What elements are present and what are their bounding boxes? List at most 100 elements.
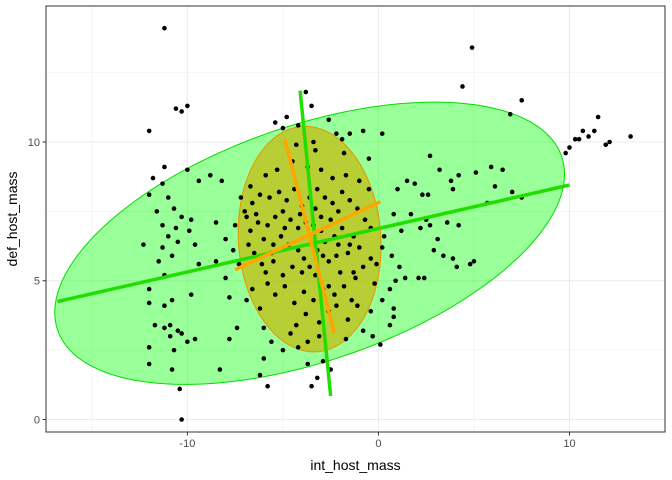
data-point: [326, 284, 332, 289]
data-point: [175, 239, 181, 245]
data-point: [322, 195, 328, 200]
data-point: [395, 186, 400, 192]
data-point: [343, 172, 349, 178]
data-point: [244, 297, 249, 303]
data-point: [431, 247, 437, 253]
data-point: [160, 222, 165, 228]
data-point: [402, 275, 408, 281]
data-point: [507, 111, 513, 117]
data-point: [305, 361, 311, 367]
data-point: [141, 242, 146, 247]
data-point: [345, 317, 351, 322]
data-point: [238, 195, 244, 200]
data-point: [303, 311, 309, 317]
y-tick-label: 10: [28, 137, 40, 149]
data-point: [280, 347, 286, 353]
data-point: [185, 103, 190, 109]
data-point: [595, 114, 601, 120]
data-point: [160, 181, 165, 186]
data-point: [339, 136, 345, 142]
data-point: [450, 256, 456, 261]
data-point: [347, 197, 353, 203]
data-point: [473, 170, 479, 175]
data-point: [628, 134, 633, 139]
data-point: [360, 264, 366, 270]
data-point: [374, 261, 379, 267]
data-point: [261, 236, 267, 242]
data-point: [397, 264, 402, 270]
panel-border: [45, 5, 666, 433]
data-point: [257, 306, 263, 311]
data-point: [366, 156, 372, 161]
data-point: [280, 272, 286, 278]
data-point: [188, 292, 194, 297]
data-point: [265, 383, 270, 389]
data-point: [246, 242, 251, 247]
data-point: [167, 322, 173, 328]
data-point: [234, 325, 240, 331]
data-point: [378, 342, 383, 347]
data-point: [492, 184, 498, 189]
inner-axes-layer: [234, 138, 382, 334]
data-point: [173, 106, 179, 111]
data-point: [341, 150, 347, 156]
data-point: [261, 356, 267, 361]
data-point: [368, 308, 374, 314]
x-tick-label: 10: [563, 438, 575, 450]
data-point: [248, 184, 253, 189]
data-point: [437, 167, 442, 173]
data-point: [169, 297, 175, 303]
x-tick-label: -10: [179, 438, 195, 450]
data-point: [572, 136, 578, 142]
data-point: [412, 181, 418, 186]
data-point: [404, 178, 410, 184]
data-point: [336, 209, 341, 214]
data-point: [471, 259, 477, 264]
data-point: [313, 206, 318, 211]
data-point: [227, 295, 232, 300]
data-point: [156, 259, 162, 264]
data-point: [311, 297, 316, 303]
data-point: [269, 339, 274, 345]
data-point: [391, 314, 397, 320]
data-point: [318, 167, 324, 173]
data-point: [213, 259, 219, 264]
data-point: [293, 142, 299, 148]
data-point: [603, 142, 609, 148]
data-point: [284, 197, 290, 203]
data-point: [232, 222, 238, 228]
data-point: [309, 383, 314, 389]
data-point: [152, 322, 158, 328]
y-tick-label: 5: [34, 276, 40, 288]
outer-major-axis: [57, 183, 570, 304]
data-point: [192, 242, 198, 247]
data-point: [230, 247, 236, 253]
data-point: [444, 220, 450, 225]
data-point: [242, 209, 247, 214]
data-point: [297, 211, 303, 217]
data-point: [337, 270, 343, 275]
data-point: [169, 367, 175, 372]
data-point: [173, 225, 179, 231]
data-point: [421, 275, 427, 281]
data-point: [355, 206, 360, 211]
data-point: [469, 45, 475, 50]
data-point: [357, 178, 362, 184]
data-point: [299, 270, 305, 275]
data-point: [257, 372, 263, 378]
data-point: [169, 253, 175, 259]
data-point: [223, 236, 228, 242]
data-point: [336, 242, 341, 247]
data-point: [272, 214, 278, 220]
data-point: [244, 214, 249, 220]
data-point: [227, 336, 232, 342]
data-point: [213, 220, 219, 225]
data-point: [379, 245, 385, 250]
data-point: [278, 234, 284, 239]
data-point: [316, 320, 322, 325]
outer-minor-axis: [298, 90, 333, 397]
outer-axes-layer: [57, 90, 570, 397]
data-point: [165, 195, 171, 200]
data-point: [320, 358, 326, 364]
data-point: [349, 297, 354, 303]
